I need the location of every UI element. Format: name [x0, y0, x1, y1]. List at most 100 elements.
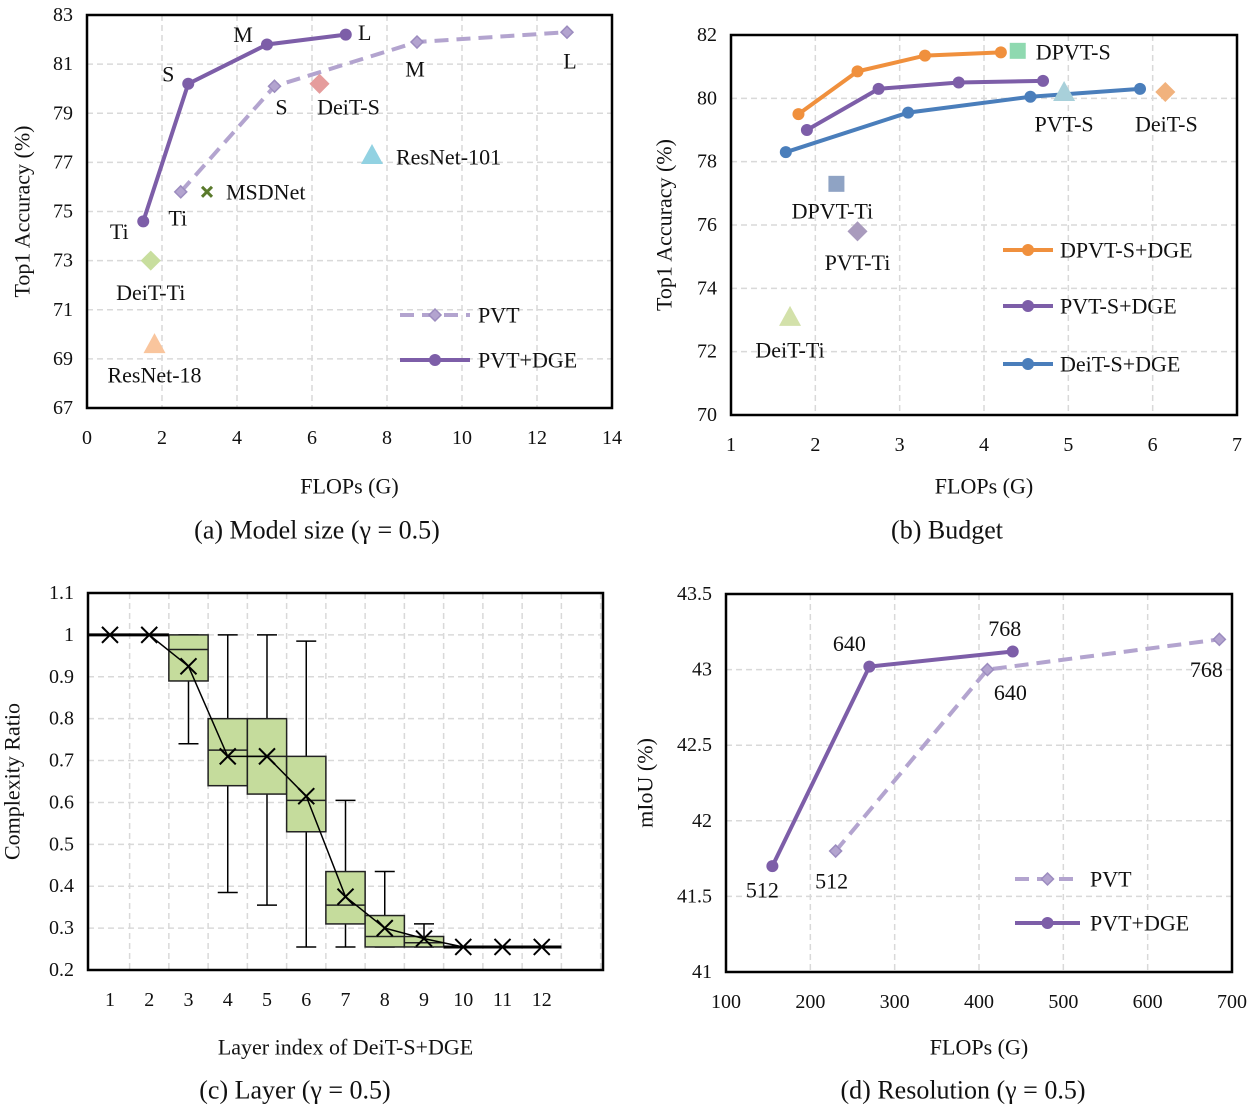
point-label: 640 — [833, 631, 866, 656]
x-tick-label: 7 — [1232, 434, 1242, 456]
mean-marker — [415, 929, 433, 948]
point-label: L — [563, 49, 576, 74]
y-tick-label: 78 — [697, 151, 717, 173]
x-tick-label: 4 — [979, 434, 989, 456]
y-tick-label: 42 — [692, 810, 712, 832]
series-line — [805, 78, 1044, 132]
y-tick-label: 41.5 — [677, 885, 712, 907]
data-point — [1006, 645, 1019, 658]
point-label: S — [162, 61, 174, 86]
legend-marker — [427, 307, 443, 323]
point-label: MSDNet — [226, 179, 305, 204]
mean-marker — [219, 747, 237, 766]
mean-marker — [336, 887, 355, 906]
legend-label: DPVT-S+DGE — [1060, 238, 1193, 263]
scatter-point — [140, 250, 161, 271]
x-tick-label: 100 — [711, 991, 741, 1013]
y-tick-label: 71 — [53, 299, 73, 321]
x-tick-label: 2 — [157, 427, 167, 449]
plot-frame — [85, 13, 614, 410]
legend-marker — [1022, 300, 1034, 312]
y-tick-label: 83 — [53, 4, 73, 26]
y-tick-label: 0.3 — [49, 917, 74, 939]
legend-marker — [1022, 358, 1034, 370]
y-tick-label: 0.7 — [49, 750, 74, 772]
data-point — [792, 108, 805, 121]
y-tick-label: 76 — [697, 214, 717, 236]
scatter-point — [200, 185, 214, 198]
x-tick-label: 2 — [144, 989, 154, 1011]
x-tick-label: 14 — [602, 427, 622, 449]
scatter-point — [847, 221, 868, 242]
scatter-point — [1009, 42, 1026, 59]
y-tick-label: 43.5 — [677, 583, 712, 605]
y-tick-label: 1 — [64, 624, 74, 646]
x-tick-label: 3 — [183, 989, 193, 1011]
y-tick-label: 69 — [53, 348, 73, 370]
point-label: M — [233, 22, 253, 47]
legend-label: PVT+DGE — [478, 348, 577, 373]
mean-marker — [101, 626, 119, 644]
data-point — [1134, 82, 1147, 95]
chart-d-resolution: 41 41.5 42 42.5 43 43.5 100 200 300 400 500 600 700 m… — [633, 583, 1248, 1105]
x-tick-label: 6 — [301, 989, 311, 1011]
data-point — [137, 215, 150, 228]
x-tick-label: 1 — [105, 989, 115, 1011]
x-tick-label: 400 — [964, 991, 994, 1013]
legend-marker — [1022, 244, 1034, 256]
legend-marker — [429, 354, 441, 366]
plot-frame — [86, 591, 605, 972]
point-label: DeiT-S — [1135, 112, 1198, 137]
point-label: PVT-S — [1035, 112, 1094, 137]
y-tick-label: 1.1 — [49, 582, 74, 604]
scatter-point — [1053, 81, 1076, 101]
x-tick-label: 1 — [726, 434, 736, 456]
x-tick-label: 0 — [82, 427, 92, 449]
chart-caption: (b) Budget — [891, 516, 1004, 545]
data-point — [800, 124, 813, 136]
mean-marker — [258, 747, 276, 766]
point-label: DPVT-S — [1036, 39, 1111, 64]
data-point — [828, 843, 843, 859]
mean-marker — [376, 919, 394, 937]
data-point — [872, 82, 885, 95]
y-tick-label: 0.4 — [49, 875, 74, 897]
data-point — [851, 65, 864, 78]
chart-caption: (a) Model size (γ = 0.5) — [194, 516, 440, 545]
legend-label: PVT — [478, 303, 520, 328]
data-point — [1037, 74, 1050, 87]
y-tick-label: 81 — [53, 53, 73, 75]
y-tick-label: 0.8 — [49, 708, 74, 730]
point-label: DeiT-S — [317, 94, 380, 119]
legend-label: PVT+DGE — [1090, 911, 1189, 936]
x-tick-label: 700 — [1217, 991, 1247, 1013]
x-tick-label: 6 — [307, 427, 317, 449]
data-point — [902, 106, 915, 119]
point-label: ResNet-101 — [396, 145, 501, 170]
point-label: 640 — [994, 680, 1027, 705]
x-tick-label: 2 — [810, 434, 820, 456]
mean-marker — [140, 626, 158, 644]
series-line — [797, 50, 1001, 116]
data-point — [267, 79, 282, 94]
legend-label: PVT-S+DGE — [1060, 294, 1177, 319]
series-line — [141, 32, 346, 222]
point-label: 768 — [1190, 657, 1223, 682]
box — [403, 935, 445, 948]
legend-marker — [1040, 871, 1055, 887]
chart-a-model-size: 67 69 71 73 75 77 79 81 83 0 2 4 6 8 10 12 14 Top1 Accura… — [10, 4, 623, 545]
y-tick-label: 80 — [697, 87, 717, 109]
point-label: 768 — [988, 616, 1021, 641]
x-tick-label: 8 — [380, 989, 390, 1011]
x-tick-label: 500 — [1048, 991, 1078, 1013]
data-point — [182, 77, 195, 90]
box — [285, 755, 327, 833]
plot-frame — [729, 33, 1239, 417]
data-point — [918, 49, 931, 62]
scatter-point — [309, 73, 330, 94]
x-axis-label: FLOPs (G) — [930, 1035, 1028, 1060]
x-tick-label: 12 — [532, 989, 552, 1011]
y-tick-label: 43 — [692, 659, 712, 681]
chart-caption: (d) Resolution (γ = 0.5) — [841, 1076, 1086, 1105]
